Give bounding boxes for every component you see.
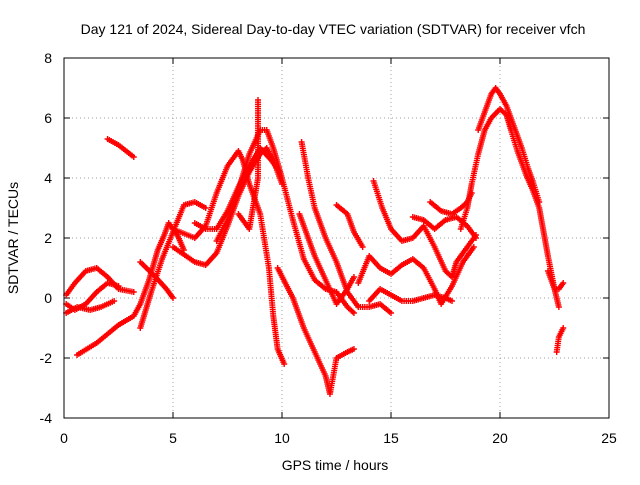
chart-title: Day 121 of 2024, Sidereal Day-to-day VTE… (81, 21, 586, 37)
series-arc-19 (366, 286, 456, 304)
x-tick-label: 0 (60, 430, 68, 446)
data-point (449, 298, 456, 304)
data-point (350, 346, 357, 352)
data-point (536, 199, 543, 205)
data-point (473, 235, 480, 241)
series-arc-22 (457, 106, 562, 310)
x-tick-label: 5 (169, 430, 177, 446)
series-arc-5 (104, 136, 137, 160)
data-layer (63, 85, 567, 397)
data-point (115, 283, 122, 289)
series-arc-17 (355, 244, 477, 307)
y-tick-label: 4 (44, 170, 52, 186)
y-tick-label: 8 (44, 50, 52, 66)
series-arc-9 (170, 148, 288, 367)
x-tick-label: 20 (492, 430, 508, 446)
data-point (130, 154, 137, 160)
data-point (130, 289, 137, 295)
data-point (560, 280, 567, 286)
series-arc-16 (333, 202, 366, 250)
data-point (359, 244, 366, 250)
y-tick-label: 2 (44, 230, 52, 246)
series-arc-11 (213, 127, 357, 316)
series-arc-3 (63, 298, 118, 316)
series-arc-15 (298, 139, 394, 316)
data-point (555, 304, 562, 310)
plot-frame (63, 57, 610, 419)
series-arc-12 (235, 97, 262, 232)
series-arc-23 (475, 85, 543, 205)
y-tick-label: -2 (40, 350, 53, 366)
x-axis-label: GPS time / hours (282, 457, 389, 473)
data-point (170, 295, 176, 301)
y-axis-label: SDTVAR / TECUs (5, 182, 21, 294)
data-point (111, 298, 118, 304)
data-point (255, 97, 262, 103)
data-point (388, 310, 394, 316)
y-tick-label: 0 (44, 290, 52, 306)
data-point (350, 310, 357, 316)
series-arc-1 (63, 265, 137, 298)
x-tick-label: 25 (601, 430, 617, 446)
series-arc-18 (370, 178, 480, 280)
data-point (470, 244, 477, 250)
data-point (350, 274, 357, 280)
x-tick-label: 10 (274, 430, 290, 446)
data-point (202, 205, 209, 211)
series-arc-24 (544, 268, 567, 292)
series-arc-13 (274, 265, 357, 397)
data-point (560, 325, 567, 331)
y-tick-label: 6 (44, 110, 52, 126)
data-point (281, 361, 288, 367)
series-arc-25 (553, 325, 567, 355)
series-arc-7 (137, 259, 176, 301)
x-tick-label: 15 (383, 430, 399, 446)
y-tick-label: -4 (40, 410, 53, 426)
